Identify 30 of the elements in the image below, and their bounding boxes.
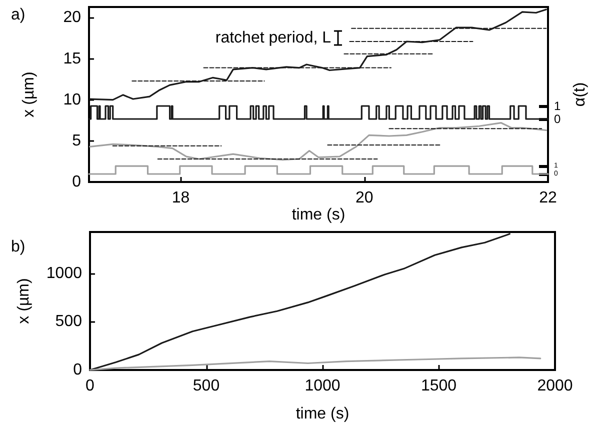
y-tick-label: 0 <box>72 174 82 190</box>
y-tick-label: 5 <box>72 132 82 150</box>
y-axis-title: x (µm) <box>16 278 32 324</box>
line-series <box>89 8 547 101</box>
y2-tick-label: 1 <box>554 99 561 113</box>
y2-axis-title: α(t) <box>572 82 588 107</box>
chart-title: b) <box>11 238 26 256</box>
x-tick-label: 22 <box>539 190 557 206</box>
y-tick-label: 0 <box>73 362 82 378</box>
y2-tick-label: 0 <box>554 112 561 126</box>
x-tick-label: 1500 <box>420 378 457 394</box>
line-series <box>89 122 547 161</box>
y-axis-title: x (µm) <box>20 72 38 118</box>
y-tick-label: 1000 <box>46 264 82 282</box>
x-tick-label: 1000 <box>304 378 340 394</box>
x-tick-label: 0 <box>86 378 95 394</box>
x-tick-label: 18 <box>172 190 190 206</box>
x-tick-label: 20 <box>356 190 374 206</box>
x-axis-title: time (s) <box>296 406 350 422</box>
annotation: ratchet period, L <box>215 30 332 46</box>
x-tick-label: 2000 <box>537 378 573 394</box>
chart-title: a) <box>11 6 26 24</box>
line-series <box>89 356 542 371</box>
x-tick-label: 500 <box>192 378 220 394</box>
line-series <box>89 233 510 371</box>
y-tick-label: 15 <box>63 50 82 68</box>
y-tick-label: 500 <box>55 313 82 330</box>
y-tick-label: 10 <box>63 91 82 108</box>
x-axis-title: time (s) <box>292 206 346 224</box>
y-tick-label: 20 <box>63 9 82 26</box>
